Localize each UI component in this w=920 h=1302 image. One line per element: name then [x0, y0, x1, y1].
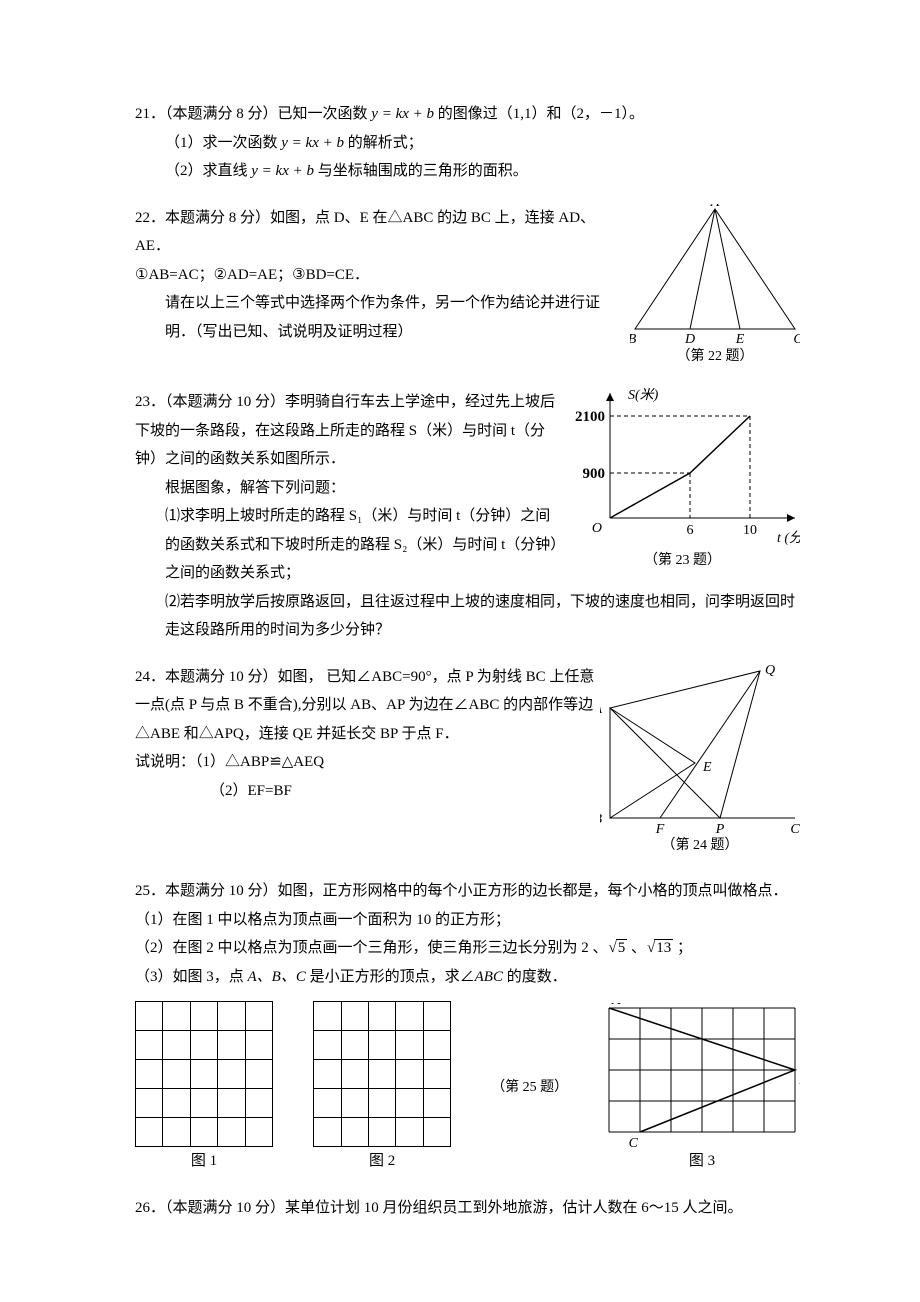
- svg-text:P: P: [715, 822, 725, 833]
- formula: y = kx + b: [371, 106, 434, 122]
- q24-text: 24．本题满分 10 分）如图， 已知∠ABC=90°，点 P 为射线 BC 上…: [135, 663, 600, 806]
- q25-figlabel: （第 25 题）: [491, 1075, 564, 1102]
- svg-text:A: A: [710, 204, 720, 210]
- svg-text:Q: Q: [765, 663, 775, 678]
- q24-figure: A B C P F Q E （第 24 题）: [600, 663, 800, 860]
- svg-text:t (分钟): t (分钟): [777, 530, 800, 546]
- q21-part1: （1）求一次函数 y = kx + b 的解析式；: [135, 129, 800, 158]
- triangle-figure: A B C D E: [630, 204, 800, 344]
- svg-text:A: A: [600, 702, 602, 717]
- question-21: 21．（本题满分 8 分）已知一次函数 y = kx + b 的图像过（1,1）…: [135, 100, 800, 186]
- q24-num: 24．: [135, 669, 165, 685]
- graph-figure: 2100 900 6 10 O S(米) t (分钟): [565, 388, 800, 548]
- q23-part2: ⑵若李明放学后按原路返回，且往返过程中上坡的速度相同，下坡的速度也相同，问李明返…: [135, 588, 800, 645]
- q23-num: 23．: [135, 394, 165, 410]
- q25-num: 25．: [135, 883, 165, 899]
- q24-points: 本题满分 10 分）: [165, 669, 278, 685]
- q26-points: （本题满分 10 分）: [165, 1200, 285, 1216]
- sqrt-13: 13: [646, 934, 673, 963]
- q23-points: （本题满分 10 分）: [165, 394, 285, 410]
- grid-3: ABC 图 3: [604, 1003, 800, 1176]
- svg-text:F: F: [655, 822, 665, 833]
- q24-part1: （1）△ABP≌△AEQ: [195, 754, 324, 770]
- q22-instr: 请在以上三个等式中选择两个作为条件，另一个作为结论并进行证明．（写出已知、试说明…: [135, 289, 630, 346]
- question-24: 24．本题满分 10 分）如图， 已知∠ABC=90°，点 P 为射线 BC 上…: [135, 663, 800, 860]
- question-23: 23．（本题满分 10 分）李明骑自行车去上学途中，经过先上坡后下坡的一条路段，…: [135, 388, 800, 645]
- q25-part1: （1）在图 1 中以格点为顶点画一个面积为 10 的正方形；: [135, 906, 800, 935]
- sqrt-5: 5: [608, 934, 628, 963]
- q22-figlabel: （第 22 题）: [630, 344, 800, 371]
- grid-2: 图 2: [313, 1001, 451, 1176]
- geometry-figure: A B C P F Q E: [600, 663, 800, 833]
- svg-text:B: B: [630, 332, 637, 344]
- svg-text:C: C: [790, 822, 800, 833]
- svg-text:E: E: [702, 760, 712, 775]
- grid-1: 图 1: [135, 1001, 273, 1176]
- q22-conditions: ①AB=AC；②AD=AE；③BD=CE．: [135, 261, 630, 290]
- svg-text:D: D: [684, 332, 695, 344]
- svg-text:E: E: [735, 332, 745, 344]
- q23-figure: 2100 900 6 10 O S(米) t (分钟) （第 23 题）: [565, 388, 800, 575]
- q25-grids: 图 1 图 2 （第 25 题） ABC 图 3: [135, 1001, 800, 1176]
- svg-text:2100: 2100: [575, 409, 605, 425]
- q25-part3: （3）如图 3，点 A、B、C 是小正方形的顶点，求∠ABC 的度数．: [135, 963, 800, 992]
- q23-instr: 根据图象，解答下列问题：: [135, 474, 565, 503]
- svg-text:B: B: [799, 1073, 800, 1088]
- q22-figure: A B C D E （第 22 题）: [630, 204, 800, 371]
- question-25: 25．本题满分 10 分）如图，正方形网格中的每个小正方形的边长都是，每个小格的…: [135, 877, 800, 1176]
- svg-text:6: 6: [687, 523, 694, 538]
- q22-text: 22．本题满分 8 分）如图，点 D、E 在△ABC 的边 BC 上，连接 AD…: [135, 204, 630, 347]
- q26-num: 26．: [135, 1200, 165, 1216]
- svg-text:O: O: [592, 521, 602, 536]
- q22-points: 本题满分 8 分）: [165, 210, 270, 226]
- question-22: 22．本题满分 8 分）如图，点 D、E 在△ABC 的边 BC 上，连接 AD…: [135, 204, 800, 371]
- svg-text:B: B: [600, 812, 602, 827]
- svg-text:10: 10: [743, 523, 757, 538]
- q23-figlabel: （第 23 题）: [565, 548, 800, 575]
- svg-text:C: C: [629, 1136, 639, 1147]
- q21-num: 21．: [135, 106, 165, 122]
- q23-text: 23．（本题满分 10 分）李明骑自行车去上学途中，经过先上坡后下坡的一条路段，…: [135, 388, 565, 588]
- q24-part2: （2）EF=BF: [135, 777, 600, 806]
- svg-text:A: A: [611, 1003, 621, 1008]
- question-26: 26．（本题满分 10 分）某单位计划 10 月份组织员工到外地旅游，估计人数在…: [135, 1194, 800, 1223]
- q21-stem: 21．（本题满分 8 分）已知一次函数 y = kx + b 的图像过（1,1）…: [135, 100, 800, 129]
- q25-part2: （2）在图 2 中以格点为顶点画一个三角形，使三角形三边长分别为 2 、5 、1…: [135, 934, 800, 963]
- q22-num: 22．: [135, 210, 165, 226]
- svg-text:900: 900: [583, 466, 606, 482]
- q21-part2: （2）求直线 y = kx + b 与坐标轴围成的三角形的面积。: [135, 157, 800, 186]
- q24-figlabel: （第 24 题）: [600, 833, 800, 860]
- q23-part1: ⑴求李明上坡时所走的路程 S₁（米）与时间 t（分钟）之间的函数关系式和下坡时所…: [135, 502, 565, 588]
- svg-text:S(米): S(米): [628, 388, 659, 403]
- q25-points: 本题满分 10 分）: [165, 883, 278, 899]
- grid3-figure: A B C: [604, 1003, 800, 1147]
- svg-text:C: C: [793, 332, 800, 344]
- q21-points: （本题满分 8 分）: [165, 106, 278, 122]
